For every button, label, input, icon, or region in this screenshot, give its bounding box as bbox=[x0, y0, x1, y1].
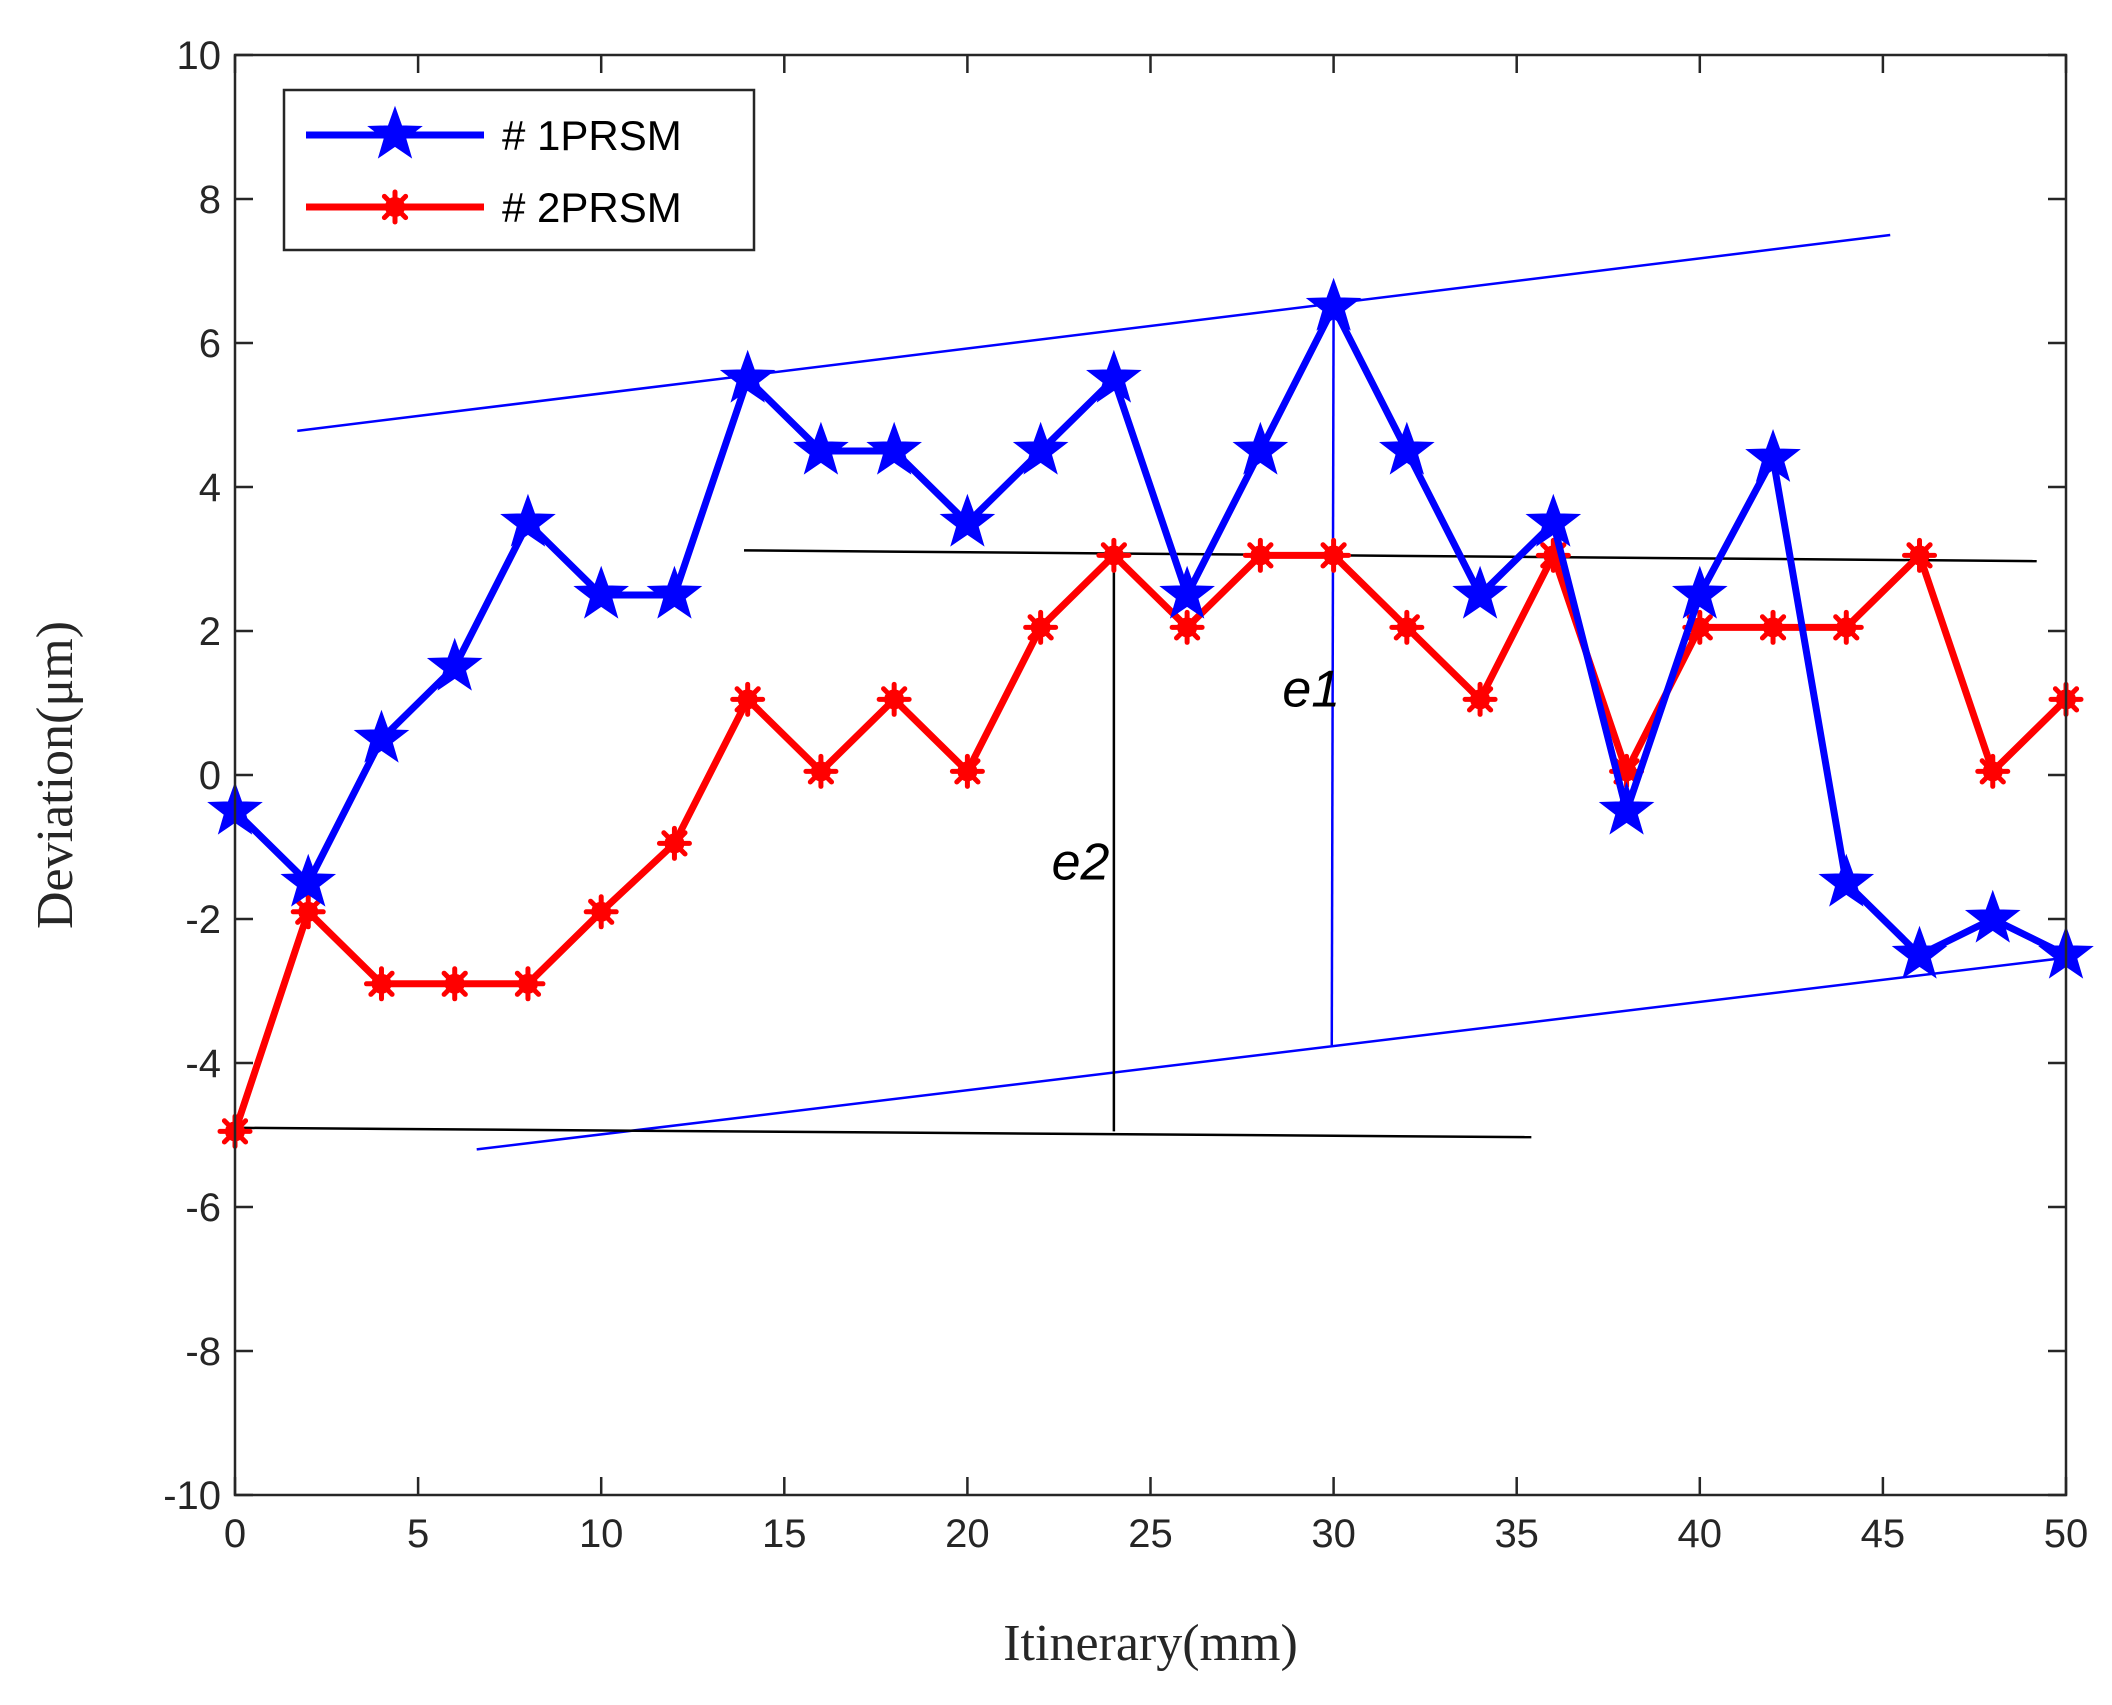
data-point-2 bbox=[730, 681, 766, 717]
x-tick-label: 20 bbox=[945, 1512, 990, 1556]
data-point-1 bbox=[719, 349, 776, 403]
data-point-2 bbox=[1096, 537, 1132, 573]
data-point-1 bbox=[646, 565, 703, 619]
data-point-2 bbox=[1975, 753, 2011, 789]
y-tick-label: 0 bbox=[199, 754, 221, 798]
y-tick-label: -4 bbox=[185, 1042, 221, 1086]
x-tick-label: 5 bbox=[407, 1512, 429, 1556]
x-tick-label: 50 bbox=[2044, 1512, 2089, 1556]
data-series bbox=[207, 277, 2094, 1149]
data-point-2 bbox=[290, 894, 326, 930]
data-point-2 bbox=[1389, 609, 1425, 645]
data-point-2 bbox=[1169, 609, 1205, 645]
x-tick-label: 10 bbox=[579, 1512, 624, 1556]
data-point-1 bbox=[1818, 853, 1875, 907]
data-point-1 bbox=[1452, 565, 1508, 619]
data-point-2 bbox=[1462, 681, 1498, 717]
data-point-1 bbox=[939, 493, 996, 547]
data-point-1 bbox=[1159, 565, 1215, 619]
y-tick-label: 2 bbox=[199, 610, 221, 654]
y-tick-label: 6 bbox=[199, 322, 221, 366]
data-point-1 bbox=[1305, 277, 1362, 331]
y-tick-label: -2 bbox=[185, 898, 221, 942]
data-point-2 bbox=[1023, 609, 1059, 645]
data-point-1 bbox=[1598, 781, 1655, 835]
data-point-1 bbox=[1964, 889, 2021, 943]
legend-label-2: # 2PRSM bbox=[502, 184, 682, 231]
data-point-1 bbox=[1012, 421, 1069, 475]
y-tick-label: 10 bbox=[177, 34, 222, 78]
x-tick-label: 0 bbox=[224, 1512, 246, 1556]
data-point-1 bbox=[426, 637, 483, 691]
legend-entry-2: # 2PRSM bbox=[306, 184, 682, 231]
data-point-2 bbox=[1902, 537, 1938, 573]
legend-box bbox=[282, 88, 756, 252]
data-point-2 bbox=[949, 753, 985, 789]
y-tick-label: -10 bbox=[163, 1474, 221, 1518]
reference-line-lower-envelope bbox=[476, 957, 2059, 1151]
data-point-2 bbox=[583, 894, 619, 930]
x-tick-label: 40 bbox=[1678, 1512, 1723, 1556]
data-point-1 bbox=[1525, 493, 1582, 547]
legend-label-1: # 1PRSM bbox=[502, 112, 682, 159]
data-point-2 bbox=[1755, 609, 1791, 645]
data-point-1 bbox=[1379, 421, 1435, 475]
data-point-1 bbox=[353, 709, 410, 763]
data-point-1 bbox=[500, 493, 556, 547]
y-tick-label: 4 bbox=[199, 466, 221, 510]
legend-entries: # 1PRSM # 2PRSM bbox=[306, 105, 682, 231]
reference-line-bottom-reference bbox=[234, 1126, 1532, 1139]
legend-entry-1: # 1PRSM bbox=[306, 105, 682, 159]
legend: # 1PRSM # 2PRSM bbox=[282, 88, 756, 252]
x-tick-label: 45 bbox=[1861, 1512, 1906, 1556]
data-point-2 bbox=[363, 966, 399, 1002]
data-point-1 bbox=[280, 853, 337, 907]
x-tick-label: 15 bbox=[762, 1512, 807, 1556]
data-point-1 bbox=[1745, 428, 1801, 482]
y-tick-label: -6 bbox=[185, 1186, 221, 1230]
data-point-2 bbox=[1316, 537, 1352, 573]
legend-marker-2 bbox=[377, 189, 413, 225]
data-point-2 bbox=[803, 753, 839, 789]
data-point-2 bbox=[656, 825, 692, 861]
y-axis-label: Deviation(μm) bbox=[27, 621, 84, 929]
data-point-2 bbox=[876, 681, 912, 717]
x-tick-label: 35 bbox=[1494, 1512, 1539, 1556]
legend-marker-1 bbox=[367, 105, 423, 159]
x-tick-label: 25 bbox=[1128, 1512, 1173, 1556]
x-tick-label: 30 bbox=[1311, 1512, 1356, 1556]
data-point-1 bbox=[1671, 565, 1728, 619]
data-point-2 bbox=[510, 966, 546, 1002]
annotation-e1: e1 bbox=[1282, 661, 1340, 719]
x-axis-label: Itinerary(mm) bbox=[1003, 1615, 1298, 1672]
axes: 0 5 10 15 20 25 30 35 40 45 50 -10 -8 -6 -4 -2 0 2 4 6 8 10 bbox=[163, 34, 2088, 1556]
annotation-e2: e2 bbox=[1052, 833, 1110, 891]
data-point-2 bbox=[1682, 609, 1718, 645]
data-point-2 bbox=[1828, 609, 1864, 645]
annotations: e1 e2 bbox=[1052, 661, 1341, 892]
data-point-1 bbox=[1086, 349, 1142, 403]
reference-line-upper-envelope bbox=[297, 233, 1891, 433]
data-point-1 bbox=[573, 565, 630, 619]
reference-lines bbox=[234, 233, 2059, 1151]
data-point-2 bbox=[437, 966, 473, 1002]
y-tick-label: -8 bbox=[185, 1330, 221, 1374]
reference-line-top-reference bbox=[744, 549, 2037, 563]
reference-line-e1-span bbox=[1330, 306, 1335, 1046]
data-point-1 bbox=[793, 421, 849, 475]
data-point-1 bbox=[1891, 925, 1948, 979]
y-tick-label: 8 bbox=[199, 178, 221, 222]
data-point-1 bbox=[866, 421, 922, 475]
data-point-1 bbox=[1232, 421, 1289, 475]
data-point-2 bbox=[1242, 537, 1278, 573]
